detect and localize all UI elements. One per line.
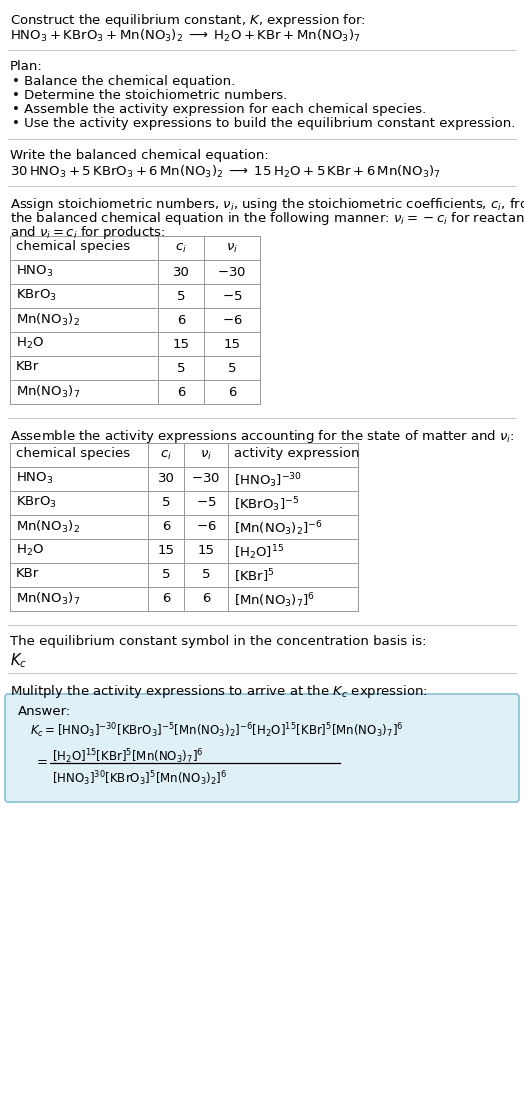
Text: $=$: $=$	[34, 755, 48, 767]
Text: $\nu_i$: $\nu_i$	[200, 448, 212, 462]
Text: $[\mathrm{Mn(NO_3)_7}]^{6}$: $[\mathrm{Mn(NO_3)_7}]^{6}$	[234, 591, 315, 610]
Text: $c_i$: $c_i$	[175, 241, 187, 255]
Text: $\mathrm{KBrO_3}$: $\mathrm{KBrO_3}$	[16, 288, 57, 303]
Text: 5: 5	[177, 290, 185, 302]
Text: 30: 30	[158, 473, 174, 486]
Text: 5: 5	[162, 569, 170, 581]
Text: $K_c$: $K_c$	[10, 651, 27, 670]
Text: the balanced chemical equation in the following manner: $\nu_i = -c_i$ for react: the balanced chemical equation in the fo…	[10, 210, 524, 227]
Text: $[\mathrm{KBrO_3}]^{-5}$: $[\mathrm{KBrO_3}]^{-5}$	[234, 495, 299, 514]
Text: $K_c = [\mathrm{HNO_3}]^{-30}[\mathrm{KBrO_3}]^{-5}[\mathrm{Mn(NO_3)_2}]^{-6}[\m: $K_c = [\mathrm{HNO_3}]^{-30}[\mathrm{KB…	[30, 721, 403, 739]
Text: Plan:: Plan:	[10, 60, 43, 73]
Text: • Balance the chemical equation.: • Balance the chemical equation.	[12, 75, 235, 87]
Text: $[\mathrm{HNO_3}]^{30}[\mathrm{KBrO_3}]^{5}[\mathrm{Mn(NO_3)_2}]^{6}$: $[\mathrm{HNO_3}]^{30}[\mathrm{KBrO_3}]^…	[52, 769, 227, 788]
Text: $\mathrm{Mn(NO_3)_7}$: $\mathrm{Mn(NO_3)_7}$	[16, 591, 80, 607]
Text: $[\mathrm{H_2O}]^{15}$: $[\mathrm{H_2O}]^{15}$	[234, 544, 284, 561]
Text: $[\mathrm{HNO_3}]^{-30}$: $[\mathrm{HNO_3}]^{-30}$	[234, 470, 302, 489]
FancyBboxPatch shape	[5, 694, 519, 801]
Text: Assemble the activity expressions accounting for the state of matter and $\nu_i$: Assemble the activity expressions accoun…	[10, 428, 515, 445]
Text: 30: 30	[172, 266, 190, 279]
Text: Write the balanced chemical equation:: Write the balanced chemical equation:	[10, 149, 269, 162]
Text: 6: 6	[162, 520, 170, 534]
Text: $-6$: $-6$	[222, 313, 242, 327]
Text: 5: 5	[228, 362, 236, 374]
Text: $c_i$: $c_i$	[160, 448, 172, 462]
Text: chemical species: chemical species	[16, 240, 130, 254]
Text: 5: 5	[202, 569, 210, 581]
Text: 6: 6	[202, 592, 210, 606]
Text: 15: 15	[172, 338, 190, 351]
Text: • Use the activity expressions to build the equilibrium constant expression.: • Use the activity expressions to build …	[12, 117, 516, 130]
Text: $\nu_i$: $\nu_i$	[226, 241, 238, 255]
Text: $\mathrm{H_2O}$: $\mathrm{H_2O}$	[16, 544, 44, 558]
Text: $-5$: $-5$	[196, 497, 216, 509]
Text: $\mathrm{Mn(NO_3)_2}$: $\mathrm{Mn(NO_3)_2}$	[16, 519, 80, 535]
Text: 15: 15	[224, 338, 241, 351]
Text: 6: 6	[177, 313, 185, 327]
Text: $-6$: $-6$	[195, 520, 216, 534]
Text: $-30$: $-30$	[217, 266, 246, 279]
Text: 6: 6	[162, 592, 170, 606]
Text: 5: 5	[177, 362, 185, 374]
Text: chemical species: chemical species	[16, 447, 130, 461]
Text: Assign stoichiometric numbers, $\nu_i$, using the stoichiometric coefficients, $: Assign stoichiometric numbers, $\nu_i$, …	[10, 196, 524, 213]
Text: $\mathrm{Mn(NO_3)_7}$: $\mathrm{Mn(NO_3)_7}$	[16, 384, 80, 400]
Text: $\mathrm{KBrO_3}$: $\mathrm{KBrO_3}$	[16, 495, 57, 510]
Text: Mulitply the activity expressions to arrive at the $K_c$ expression:: Mulitply the activity expressions to arr…	[10, 683, 428, 700]
Text: 6: 6	[228, 385, 236, 399]
Text: $-5$: $-5$	[222, 290, 242, 302]
Text: The equilibrium constant symbol in the concentration basis is:: The equilibrium constant symbol in the c…	[10, 635, 427, 648]
Text: and $\nu_i = c_i$ for products:: and $\nu_i = c_i$ for products:	[10, 224, 166, 241]
Text: 5: 5	[162, 497, 170, 509]
Text: $\mathrm{Mn(NO_3)_2}$: $\mathrm{Mn(NO_3)_2}$	[16, 312, 80, 328]
Text: KBr: KBr	[16, 567, 39, 580]
Text: 15: 15	[158, 545, 174, 558]
Text: $\mathrm{HNO_3}$: $\mathrm{HNO_3}$	[16, 263, 53, 279]
Text: Answer:: Answer:	[18, 705, 71, 718]
Text: $\mathrm{30\,HNO_3 + 5\,KBrO_3 + 6\,Mn(NO_3)_2}$$\mathrm{\;\longrightarrow\; 15\: $\mathrm{30\,HNO_3 + 5\,KBrO_3 + 6\,Mn(N…	[10, 164, 441, 180]
Text: 6: 6	[177, 385, 185, 399]
Text: $\mathrm{H_2O}$: $\mathrm{H_2O}$	[16, 337, 44, 351]
Text: $\mathrm{HNO_3 + KBrO_3 + Mn(NO_3)_2}$$\mathrm{\;\longrightarrow\; H_2O + KBr + : $\mathrm{HNO_3 + KBrO_3 + Mn(NO_3)_2}$$\…	[10, 28, 361, 44]
Text: activity expression: activity expression	[234, 447, 359, 461]
Text: • Assemble the activity expression for each chemical species.: • Assemble the activity expression for e…	[12, 103, 426, 116]
Text: $[\mathrm{Mn(NO_3)_2}]^{-6}$: $[\mathrm{Mn(NO_3)_2}]^{-6}$	[234, 519, 323, 538]
Text: KBr: KBr	[16, 360, 39, 373]
Text: $-30$: $-30$	[191, 473, 221, 486]
Text: $[\mathrm{H_2O}]^{15}[\mathrm{KBr}]^{5}[\mathrm{Mn(NO_3)_7}]^{6}$: $[\mathrm{H_2O}]^{15}[\mathrm{KBr}]^{5}[…	[52, 747, 204, 766]
Text: Construct the equilibrium constant, $K$, expression for:: Construct the equilibrium constant, $K$,…	[10, 12, 366, 29]
Text: $[\mathrm{KBr}]^{5}$: $[\mathrm{KBr}]^{5}$	[234, 567, 275, 584]
Text: • Determine the stoichiometric numbers.: • Determine the stoichiometric numbers.	[12, 89, 287, 102]
Text: 15: 15	[198, 545, 214, 558]
Text: $\mathrm{HNO_3}$: $\mathrm{HNO_3}$	[16, 470, 53, 486]
